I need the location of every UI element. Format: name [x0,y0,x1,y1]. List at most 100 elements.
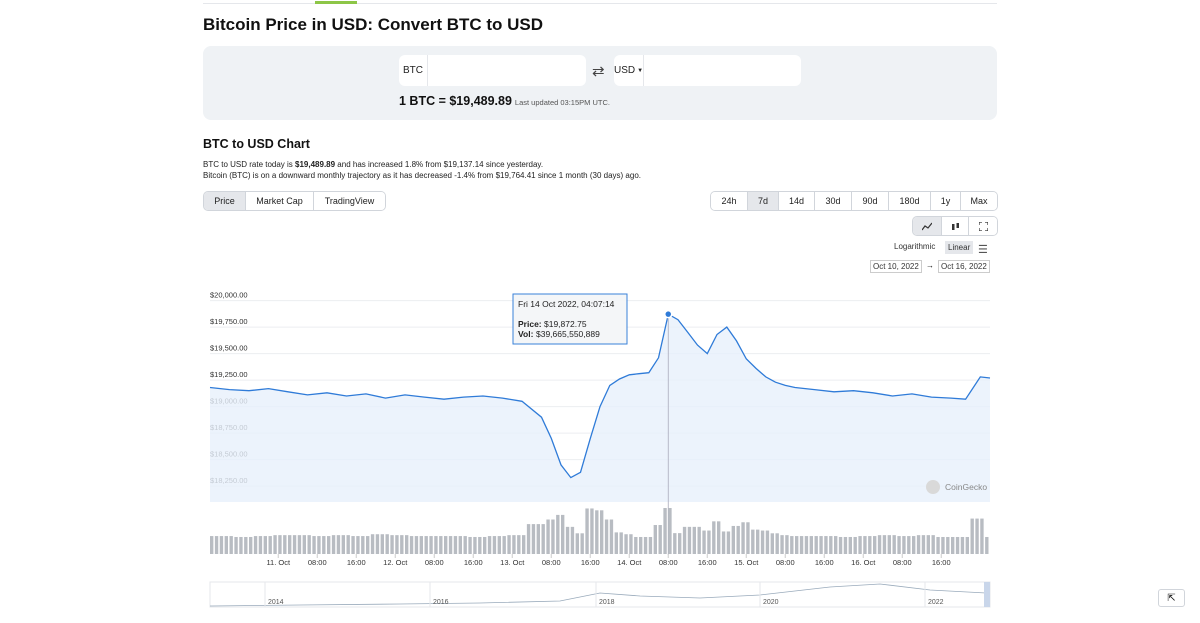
y-tick-label: $19,000.00 [210,397,248,406]
x-tick-label: 14. Oct [617,558,642,567]
to-field[interactable]: USD ▼ [614,55,803,86]
range-30d[interactable]: 30d [815,192,852,210]
price-area [210,314,990,502]
last-updated: Last updated 03:15PM UTC. [514,98,610,107]
volume-bar [448,536,453,554]
volume-bar [931,535,935,554]
volume-bar [405,535,409,554]
scale-logarithmic[interactable]: Logarithmic [894,242,936,251]
range-14d[interactable]: 14d [779,192,815,210]
line-chart-icon[interactable] [913,217,942,235]
x-tick-label: 16. Oct [851,558,876,567]
volume-bar [502,536,506,554]
chart-type-toggle [912,216,998,236]
volume-bar [424,536,428,554]
volume-bar [327,536,331,554]
volume-bar [882,535,887,554]
volume-bar [673,533,677,554]
volume-bar [897,536,901,554]
x-tick-label: 15. Oct [734,558,759,567]
volume-bar [507,535,511,554]
range-24h[interactable]: 24h [711,192,748,210]
y-tick-label: $19,250.00 [210,370,248,379]
date-from-input[interactable]: Oct 10, 2022 [870,260,922,273]
volume-bar [668,508,672,554]
volume-bar [439,536,443,554]
menu-icon[interactable]: ☰ [978,244,988,256]
volume-bar [858,536,862,554]
volume-bar [400,535,404,554]
to-amount-input[interactable] [644,56,803,85]
volume-bar [873,536,877,554]
volume-bar [678,533,682,554]
tab-tradingview[interactable]: TradingView [314,192,385,210]
volume-bar [463,536,467,554]
volume-bar [234,536,238,554]
range-max[interactable]: Max [961,192,997,210]
volume-bar [634,536,638,554]
navigator-year: 2014 [268,599,284,606]
volume-bar [224,536,228,554]
volume-bar [297,535,302,554]
from-field[interactable]: BTC [399,55,586,86]
volume-bar [307,535,311,554]
volume-bar [726,531,731,554]
volume-bar [868,536,872,554]
volume-bar [804,536,809,554]
volume-bar [600,510,604,554]
desc-text: BTC to USD rate today is [203,160,296,169]
rate-text: 1 BTC = $19,489.89 Last updated 03:15PM U… [399,94,610,108]
candlestick-icon[interactable] [942,217,969,235]
chevron-down-icon: ▼ [637,67,644,74]
swap-icon[interactable]: ⇄ [592,63,605,80]
fullscreen-icon[interactable] [969,217,997,235]
x-tick-label: 16:00 [932,558,951,567]
volume-bar [819,536,823,554]
volume-bar [351,536,355,554]
volume-bar [385,534,389,554]
volume-bar [946,536,950,554]
scale-linear[interactable]: Linear [945,241,974,254]
to-currency-select[interactable]: USD ▼ [614,55,645,86]
volume-bar [219,536,224,554]
volume-bar [702,530,706,554]
range-90d[interactable]: 90d [852,192,889,210]
volume-bar [419,536,423,554]
volume-bar [643,536,648,554]
volume-bar [429,536,433,554]
volume-bar [717,521,721,554]
from-amount-input[interactable] [428,56,586,85]
volume-bar [648,536,653,554]
volume-bar [370,534,375,554]
x-tick-label: 16:00 [698,558,717,567]
x-tick-label: 08:00 [425,558,444,567]
volume-bar [926,535,930,554]
tooltip-vol: $39,665,550,889 [536,329,600,339]
navigator-line [209,583,987,607]
volume-bar [955,536,960,554]
tooltip-box [512,293,628,345]
volume-bar [346,535,350,554]
tab-price[interactable]: Price [204,192,246,210]
volume-bar [790,536,794,554]
scroll-to-top-button[interactable]: ⇱ [1158,589,1185,607]
converter-panel: BTC ⇄ USD ▼ 1 BTC = $19,489.89 Last update… [203,46,997,120]
x-tick-label: 08:00 [776,558,795,567]
top-divider [203,3,997,4]
volume-bar [721,531,726,554]
coingecko-icon [926,480,940,494]
date-to-input[interactable]: Oct 16, 2022 [938,260,990,273]
range-1y[interactable]: 1y [931,192,961,210]
tab-market-cap[interactable]: Market Cap [246,192,314,210]
volume-bar [580,533,584,554]
to-currency: USD [614,65,636,76]
x-tick-label: 12. Oct [383,558,408,567]
volume-bar [653,525,657,554]
range-7d[interactable]: 7d [748,192,779,210]
volume-bar [843,536,848,554]
volume-bar [902,536,906,554]
navigator-handle[interactable] [984,582,990,607]
range-180d[interactable]: 180d [889,192,931,210]
volume-bar [941,536,945,554]
volume-bar [595,510,599,554]
